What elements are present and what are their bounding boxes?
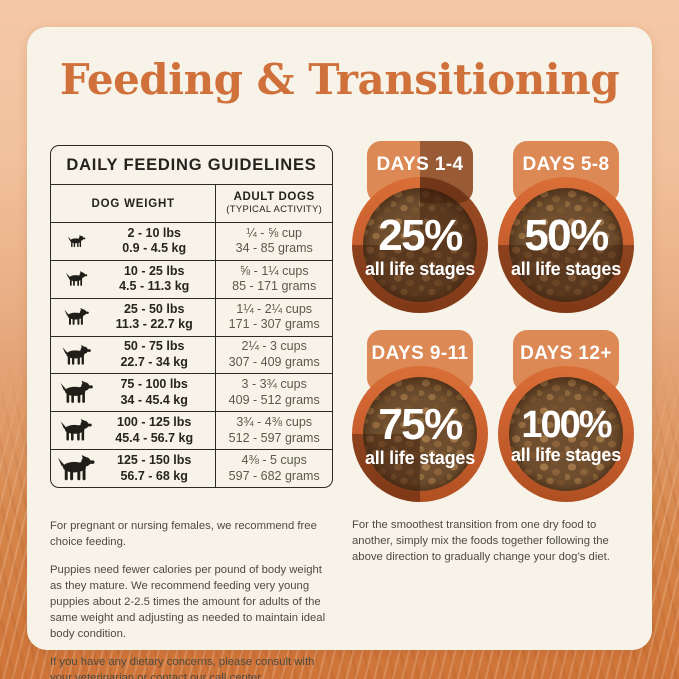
dog-silhouette-icon	[59, 419, 93, 442]
amount-range: 1¼ - 2¼ cups 171 - 307 grams	[228, 301, 320, 332]
amount-range: ¼ - ⅝ cup 34 - 85 grams	[235, 225, 313, 256]
dog-silhouette-icon	[61, 345, 92, 366]
note-dietary-concerns: If you have any dietary concerns, please…	[50, 656, 315, 679]
kibble-bowl: 75% all life stages	[352, 366, 488, 502]
kibble-bowl: 50% all life stages	[498, 177, 634, 313]
transition-step-days-9-11: DAYS 9-11 75% all life stages	[352, 330, 489, 502]
daily-feeding-guidelines-table: DAILY FEEDING GUIDELINES DOG WEIGHT ADUL…	[50, 145, 333, 488]
content: DAILY FEEDING GUIDELINES DOG WEIGHT ADUL…	[27, 141, 652, 679]
kibble-texture	[509, 188, 623, 302]
table-title: DAILY FEEDING GUIDELINES	[51, 146, 332, 185]
percent-label: 50%	[524, 211, 609, 260]
percent-label: 25%	[378, 211, 463, 260]
transition-steps: DAYS 1-4 25% all life stages	[352, 141, 635, 502]
mix-shade-overlay	[352, 366, 488, 502]
feeding-notes: For pregnant or nursing females, we reco…	[50, 518, 335, 679]
kibble-bowl: 100% all life stages	[498, 366, 634, 502]
days-banner: DAYS 5-8	[513, 141, 619, 203]
table-row: 75 - 100 lbs 34 - 45.4 kg 3 - 3¾ cups 409 …	[51, 374, 332, 413]
amount-range: ⅝ - 1¼ cups 85 - 171 grams	[232, 263, 317, 294]
transition-notes: For the smoothest transition from one dr…	[352, 517, 635, 565]
weight-range: 2 - 10 lbs 0.9 - 4.5 kg	[122, 225, 187, 256]
days-banner: DAYS 1-4	[367, 141, 473, 203]
col-header-dog-weight: DOG WEIGHT	[51, 185, 217, 222]
days-banner: DAYS 9-11	[367, 330, 473, 392]
life-stages-label: all life stages	[364, 448, 476, 468]
feeding-card: Feeding & Transitioning DAILY FEEDING GU…	[27, 27, 652, 679]
amount-range: 4⅜ - 5 cups 597 - 682 grams	[228, 452, 320, 483]
days-banner: DAYS 12+	[513, 330, 619, 392]
amount-range: 3¾ - 4⅜ cups 512 - 597 grams	[228, 415, 320, 445]
weight-range: 125 - 150 lbs 56.7 - 68 kg	[117, 452, 192, 483]
dog-silhouette-icon	[56, 455, 96, 482]
amount-range: 2¼ - 3 cups 307 - 409 grams	[228, 339, 320, 369]
table-row: 100 - 125 lbs 45.4 - 56.7 kg 3¾ - 4⅜ cups…	[51, 412, 332, 451]
note-pregnant-nursing: For pregnant or nursing females, we reco…	[50, 520, 317, 549]
transition-step-days-5-8: DAYS 5-8 50% all life stages	[498, 141, 635, 313]
amount-range: 3 - 3¾ cups 409 - 512 grams	[228, 377, 320, 407]
dog-silhouette-icon	[63, 308, 90, 326]
percent-label: 75%	[378, 400, 463, 449]
table-row: 2 - 10 lbs 0.9 - 4.5 kg ¼ - ⅝ cup 34 - 85 …	[51, 223, 332, 261]
percent-label: 100%	[521, 404, 612, 446]
table-row: 25 - 50 lbs 11.3 - 22.7 kg 1¼ - 2¼ cups 17…	[51, 298, 332, 337]
kibble-texture	[363, 377, 477, 491]
weight-range: 75 - 100 lbs 34 - 45.4 kg	[120, 377, 188, 407]
mix-shade-overlay	[367, 141, 473, 203]
table-header-row: DOG WEIGHT ADULT DOGS (TYPICAL ACTIVITY)	[51, 185, 332, 223]
dog-silhouette-icon	[65, 271, 88, 287]
weight-range: 50 - 75 lbs 22.7 - 34 kg	[120, 339, 188, 369]
note-puppies: Puppies need fewer calories per pound of…	[50, 564, 326, 641]
mix-shade-overlay	[352, 177, 488, 313]
weight-range: 10 - 25 lbs 4.5 - 11.3 kg	[119, 263, 190, 294]
kibble-bowl: 25% all life stages	[352, 177, 488, 313]
dog-silhouette-icon	[67, 235, 86, 248]
mix-shade-overlay	[498, 177, 634, 313]
transition-step-days-12-plus: DAYS 12+ 100% all life stages	[498, 330, 635, 502]
weight-range: 100 - 125 lbs 45.4 - 56.7 kg	[115, 415, 194, 445]
life-stages-label: all life stages	[510, 259, 622, 279]
dog-silhouette-icon	[59, 380, 94, 405]
life-stages-label: all life stages	[510, 445, 622, 465]
table-row: 125 - 150 lbs 56.7 - 68 kg 4⅜ - 5 cups 597…	[51, 450, 332, 487]
mix-shade-overlay	[513, 330, 619, 392]
transition-step-days-1-4: DAYS 1-4 25% all life stages	[352, 141, 489, 313]
guidelines-column: DAILY FEEDING GUIDELINES DOG WEIGHT ADUL…	[50, 145, 335, 679]
note-transition: For the smoothest transition from one dr…	[352, 519, 610, 564]
col-header-adult-dogs: ADULT DOGS (TYPICAL ACTIVITY)	[226, 191, 323, 215]
life-stages-label: all life stages	[364, 259, 476, 279]
kibble-texture	[509, 377, 623, 491]
mix-shade-overlay	[367, 330, 473, 392]
kibble-texture	[363, 188, 477, 302]
page-title: Feeding & Transitioning	[59, 55, 620, 104]
mix-shade-overlay	[498, 366, 634, 502]
transition-column: DAYS 1-4 25% all life stages	[352, 141, 635, 679]
mix-shade-overlay	[513, 141, 619, 203]
table-row: 10 - 25 lbs 4.5 - 11.3 kg ⅝ - 1¼ cups 85 -…	[51, 260, 332, 299]
table-row: 50 - 75 lbs 22.7 - 34 kg 2¼ - 3 cups 307 -…	[51, 336, 332, 375]
weight-range: 25 - 50 lbs 11.3 - 22.7 kg	[115, 301, 193, 332]
